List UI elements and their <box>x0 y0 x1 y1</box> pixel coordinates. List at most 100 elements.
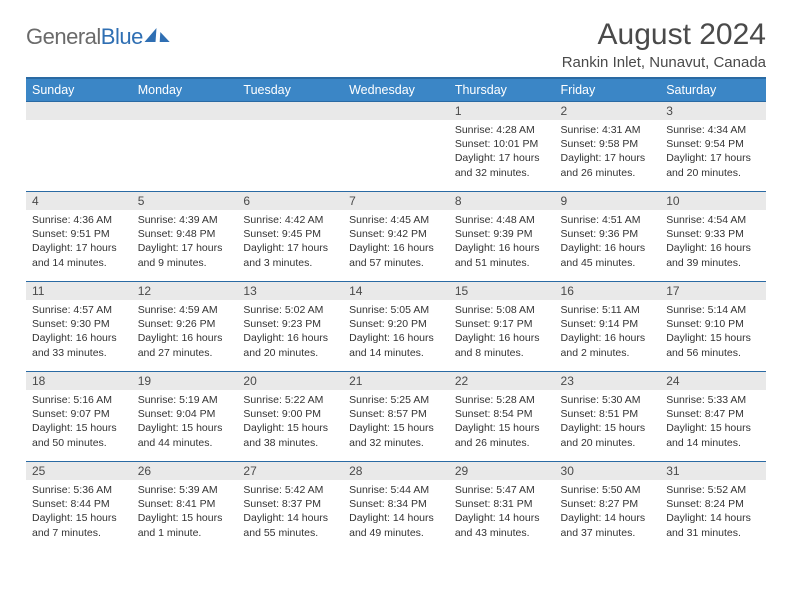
header: GeneralBlue August 2024 Rankin Inlet, Nu… <box>26 18 766 71</box>
day-number: 30 <box>555 462 661 480</box>
day-details: Sunrise: 5:42 AMSunset: 8:37 PMDaylight:… <box>237 480 343 544</box>
day-header: Friday <box>555 78 661 102</box>
day-details: Sunrise: 5:14 AMSunset: 9:10 PMDaylight:… <box>660 300 766 364</box>
day-details: Sunrise: 4:54 AMSunset: 9:33 PMDaylight:… <box>660 210 766 274</box>
calendar-week-row: 25Sunrise: 5:36 AMSunset: 8:44 PMDayligh… <box>26 462 766 552</box>
sunset-text: Sunset: 8:57 PM <box>349 407 443 421</box>
day-number: 31 <box>660 462 766 480</box>
sunset-text: Sunset: 9:20 PM <box>349 317 443 331</box>
day-header: Saturday <box>660 78 766 102</box>
sunset-text: Sunset: 8:41 PM <box>138 497 232 511</box>
day-number: 29 <box>449 462 555 480</box>
daylight-text: Daylight: 16 hours and 20 minutes. <box>243 331 337 359</box>
logo-triangle-icon <box>158 32 169 42</box>
calendar-cell: 25Sunrise: 5:36 AMSunset: 8:44 PMDayligh… <box>26 462 132 552</box>
day-details: Sunrise: 4:45 AMSunset: 9:42 PMDaylight:… <box>343 210 449 274</box>
day-number: 19 <box>132 372 238 390</box>
daylight-text: Daylight: 16 hours and 27 minutes. <box>138 331 232 359</box>
day-number: 2 <box>555 102 661 120</box>
day-header: Sunday <box>26 78 132 102</box>
daylight-text: Daylight: 17 hours and 26 minutes. <box>561 151 655 179</box>
sunset-text: Sunset: 9:36 PM <box>561 227 655 241</box>
calendar-week-row: 18Sunrise: 5:16 AMSunset: 9:07 PMDayligh… <box>26 372 766 462</box>
daylight-text: Daylight: 15 hours and 26 minutes. <box>455 421 549 449</box>
daylight-text: Daylight: 15 hours and 50 minutes. <box>32 421 126 449</box>
sunset-text: Sunset: 9:39 PM <box>455 227 549 241</box>
sunrise-text: Sunrise: 5:22 AM <box>243 393 337 407</box>
daylight-text: Daylight: 15 hours and 1 minute. <box>138 511 232 539</box>
daylight-text: Daylight: 15 hours and 20 minutes. <box>561 421 655 449</box>
daylight-text: Daylight: 15 hours and 44 minutes. <box>138 421 232 449</box>
sunrise-text: Sunrise: 4:48 AM <box>455 213 549 227</box>
sunrise-text: Sunrise: 5:16 AM <box>32 393 126 407</box>
day-details: Sunrise: 4:34 AMSunset: 9:54 PMDaylight:… <box>660 120 766 184</box>
calendar-cell: 14Sunrise: 5:05 AMSunset: 9:20 PMDayligh… <box>343 282 449 372</box>
sunrise-text: Sunrise: 4:39 AM <box>138 213 232 227</box>
sunrise-text: Sunrise: 4:36 AM <box>32 213 126 227</box>
day-number: 13 <box>237 282 343 300</box>
day-details: Sunrise: 5:16 AMSunset: 9:07 PMDaylight:… <box>26 390 132 454</box>
logo-text: GeneralBlue <box>26 24 143 50</box>
title-block: August 2024 Rankin Inlet, Nunavut, Canad… <box>562 18 766 71</box>
day-number: 18 <box>26 372 132 390</box>
daylight-text: Daylight: 17 hours and 32 minutes. <box>455 151 549 179</box>
day-header: Wednesday <box>343 78 449 102</box>
calendar-cell: 10Sunrise: 4:54 AMSunset: 9:33 PMDayligh… <box>660 192 766 282</box>
calendar-cell: 27Sunrise: 5:42 AMSunset: 8:37 PMDayligh… <box>237 462 343 552</box>
day-number: 17 <box>660 282 766 300</box>
day-number: 22 <box>449 372 555 390</box>
day-details: Sunrise: 4:42 AMSunset: 9:45 PMDaylight:… <box>237 210 343 274</box>
day-number: 4 <box>26 192 132 210</box>
sunset-text: Sunset: 8:31 PM <box>455 497 549 511</box>
sunset-text: Sunset: 8:47 PM <box>666 407 760 421</box>
sunset-text: Sunset: 8:37 PM <box>243 497 337 511</box>
day-number: 7 <box>343 192 449 210</box>
sunset-text: Sunset: 9:30 PM <box>32 317 126 331</box>
day-number: 12 <box>132 282 238 300</box>
sunrise-text: Sunrise: 5:52 AM <box>666 483 760 497</box>
sunset-text: Sunset: 9:45 PM <box>243 227 337 241</box>
calendar-cell <box>132 102 238 192</box>
sunrise-text: Sunrise: 4:57 AM <box>32 303 126 317</box>
calendar-cell: 11Sunrise: 4:57 AMSunset: 9:30 PMDayligh… <box>26 282 132 372</box>
calendar-cell: 7Sunrise: 4:45 AMSunset: 9:42 PMDaylight… <box>343 192 449 282</box>
sunset-text: Sunset: 9:33 PM <box>666 227 760 241</box>
calendar-table: SundayMondayTuesdayWednesdayThursdayFrid… <box>26 77 766 552</box>
calendar-cell: 22Sunrise: 5:28 AMSunset: 8:54 PMDayligh… <box>449 372 555 462</box>
day-number: 10 <box>660 192 766 210</box>
logo-word1: General <box>26 24 101 49</box>
calendar-cell: 17Sunrise: 5:14 AMSunset: 9:10 PMDayligh… <box>660 282 766 372</box>
sunset-text: Sunset: 9:42 PM <box>349 227 443 241</box>
daylight-text: Daylight: 16 hours and 14 minutes. <box>349 331 443 359</box>
day-number: 5 <box>132 192 238 210</box>
day-details: Sunrise: 5:36 AMSunset: 8:44 PMDaylight:… <box>26 480 132 544</box>
day-number: 3 <box>660 102 766 120</box>
daylight-text: Daylight: 15 hours and 38 minutes. <box>243 421 337 449</box>
sunrise-text: Sunrise: 5:05 AM <box>349 303 443 317</box>
day-details: Sunrise: 5:08 AMSunset: 9:17 PMDaylight:… <box>449 300 555 364</box>
day-number <box>237 102 343 120</box>
day-number: 8 <box>449 192 555 210</box>
calendar-cell: 1Sunrise: 4:28 AMSunset: 10:01 PMDayligh… <box>449 102 555 192</box>
day-number: 23 <box>555 372 661 390</box>
sunset-text: Sunset: 9:00 PM <box>243 407 337 421</box>
day-details: Sunrise: 4:57 AMSunset: 9:30 PMDaylight:… <box>26 300 132 364</box>
sunset-text: Sunset: 9:23 PM <box>243 317 337 331</box>
daylight-text: Daylight: 16 hours and 51 minutes. <box>455 241 549 269</box>
daylight-text: Daylight: 16 hours and 57 minutes. <box>349 241 443 269</box>
daylight-text: Daylight: 17 hours and 20 minutes. <box>666 151 760 179</box>
day-details: Sunrise: 5:52 AMSunset: 8:24 PMDaylight:… <box>660 480 766 544</box>
calendar-head: SundayMondayTuesdayWednesdayThursdayFrid… <box>26 78 766 102</box>
sunset-text: Sunset: 9:14 PM <box>561 317 655 331</box>
day-details: Sunrise: 5:44 AMSunset: 8:34 PMDaylight:… <box>343 480 449 544</box>
sunrise-text: Sunrise: 5:36 AM <box>32 483 126 497</box>
sunset-text: Sunset: 8:24 PM <box>666 497 760 511</box>
day-details: Sunrise: 5:47 AMSunset: 8:31 PMDaylight:… <box>449 480 555 544</box>
day-details: Sunrise: 4:28 AMSunset: 10:01 PMDaylight… <box>449 120 555 184</box>
calendar-cell: 18Sunrise: 5:16 AMSunset: 9:07 PMDayligh… <box>26 372 132 462</box>
calendar-week-row: 11Sunrise: 4:57 AMSunset: 9:30 PMDayligh… <box>26 282 766 372</box>
calendar-cell: 24Sunrise: 5:33 AMSunset: 8:47 PMDayligh… <box>660 372 766 462</box>
sunrise-text: Sunrise: 5:11 AM <box>561 303 655 317</box>
calendar-cell: 6Sunrise: 4:42 AMSunset: 9:45 PMDaylight… <box>237 192 343 282</box>
day-number: 27 <box>237 462 343 480</box>
